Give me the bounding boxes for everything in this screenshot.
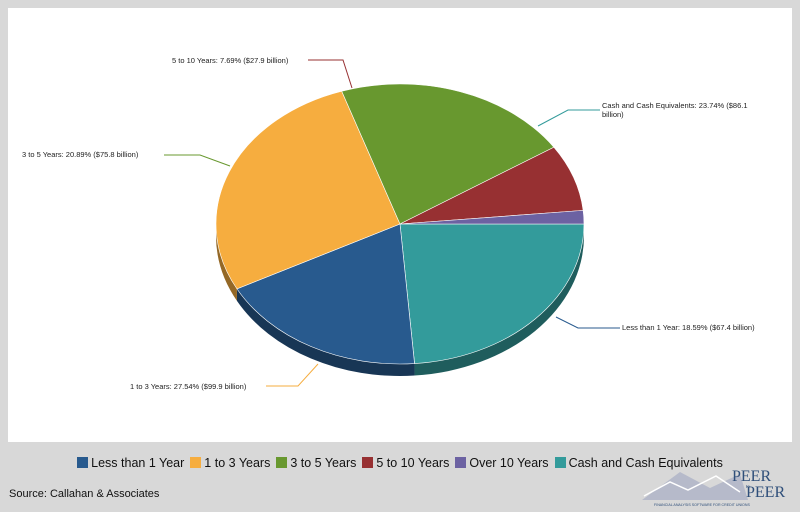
legend-swatch-cash-and-cash-equivalents xyxy=(554,456,566,468)
slice-cash-and-cash-equivalents xyxy=(399,223,585,364)
legend-swatch-less-than-1-year xyxy=(77,456,89,468)
slice-side-cash-and-cash-equivalents xyxy=(414,224,584,376)
source-note: Source: Callahan & Associates xyxy=(9,488,160,500)
legend-label-over-10-years: Over 10 Years xyxy=(469,455,549,470)
leader-line-1-to-3-years xyxy=(266,363,319,387)
legend-item-1-to-3-years: 1 to 3 Years xyxy=(190,456,270,470)
legend-swatch-over-10-years xyxy=(455,456,467,468)
legend-label-5-to-10-years: 5 to 10 Years xyxy=(376,455,450,470)
leader-line-5-to-10-years xyxy=(308,59,353,89)
leader-line-3-to-5-years xyxy=(164,154,231,167)
slice-1-to-3-years xyxy=(215,90,401,290)
legend-label-3-to-5-years: 3 to 5 Years xyxy=(290,455,357,470)
logo-to: to xyxy=(746,485,750,490)
logo-word-2: PEER xyxy=(746,484,785,501)
logo-word-1: PEER xyxy=(732,468,771,485)
legend-label-less-than-1-year: Less than 1 Year xyxy=(91,455,185,470)
legend-item-less-than-1-year: Less than 1 Year xyxy=(77,456,184,470)
legend-swatch-1-to-3-years xyxy=(190,456,202,468)
legend-swatch-5-to-10-years xyxy=(362,456,374,468)
data-label-less-than-1-year: Less than 1 Year: 18.59% ($67.4 billion) xyxy=(622,323,755,332)
chart-legend: Less than 1 Year 1 to 3 Years 3 to 5 Years… xyxy=(0,455,800,470)
legend-label-1-to-3-years: 1 to 3 Years xyxy=(204,455,271,470)
legend-item-5-to-10-years: 5 to 10 Years xyxy=(362,456,449,470)
legend-item-3-to-5-years: 3 to 5 Years xyxy=(276,456,356,470)
data-label-1-to-3-years: 1 to 3 Years: 27.54% ($99.9 billion) xyxy=(130,382,247,391)
leader-line-less-than-1-year xyxy=(555,316,620,329)
data-label-3-to-5-years: 3 to 5 Years: 20.89% ($75.8 billion) xyxy=(22,150,139,159)
peer-to-peer-logo: PEER to PEER FINANCIAL ANALYSIS SOFTWARE… xyxy=(642,468,785,507)
legend-item-over-10-years: Over 10 Years xyxy=(455,455,549,470)
slice-3-to-5-years xyxy=(341,83,555,225)
leader-line-cash-and-cash-equivalents xyxy=(537,109,600,127)
data-label-cash-and-cash-equivalents: Cash and Cash Equivalents: 23.74% ($86.1… xyxy=(602,101,748,119)
data-label-5-to-10-years: 5 to 10 Years: 7.69% ($27.9 billion) xyxy=(172,56,289,65)
chart-panel: Cash and Cash Equivalents: 23.74% ($86.1… xyxy=(8,8,792,442)
legend-item-cash-and-cash-equivalents: Cash and Cash Equivalents xyxy=(554,455,723,470)
legend-label-cash-and-cash-equivalents: Cash and Cash Equivalents xyxy=(568,455,723,470)
pie-chart: Cash and Cash Equivalents: 23.74% ($86.1… xyxy=(22,56,755,391)
slice-less-than-1-year xyxy=(236,223,415,365)
slice-over-10-years xyxy=(399,210,585,225)
slice-side-1-to-3-years xyxy=(216,224,237,301)
logo-tagline: FINANCIAL ANALYSIS SOFTWARE FOR CREDIT U… xyxy=(654,503,750,507)
legend-swatch-3-to-5-years xyxy=(276,456,288,468)
slice-side-less-than-1-year xyxy=(236,288,415,376)
